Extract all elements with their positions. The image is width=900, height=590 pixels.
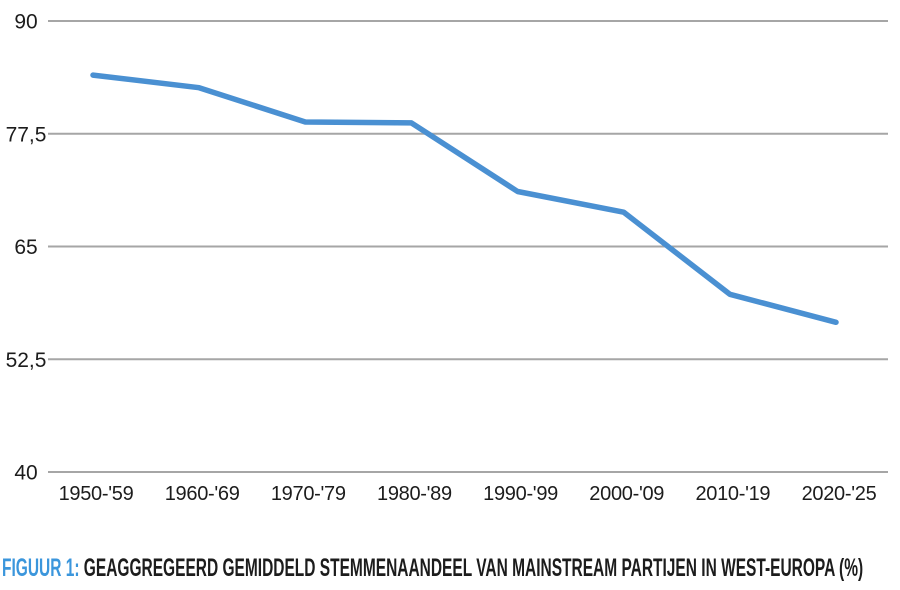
figure-label: FIGUUR 1: bbox=[2, 554, 84, 582]
y-tick-label: 90 bbox=[14, 11, 37, 34]
x-tick-label: 1980-'89 bbox=[377, 483, 452, 505]
vote-share-series-line bbox=[90, 72, 839, 326]
x-tick-label: 1950-'59 bbox=[59, 483, 134, 505]
figure-caption: FIGUUR 1: GEAGGREGEERD GEMIDDELD STEMMEN… bbox=[2, 554, 863, 582]
x-tick-label: 1990-'99 bbox=[483, 483, 558, 505]
y-tick-label: 40 bbox=[14, 462, 37, 485]
x-tick-label: 2010-'19 bbox=[695, 483, 770, 505]
y-tick-label: 52,5 bbox=[6, 349, 47, 372]
y-tick-label: 65 bbox=[14, 236, 37, 259]
x-tick-label: 1960-'69 bbox=[165, 483, 240, 505]
x-tick-label: 2020-'25 bbox=[802, 483, 877, 505]
figure-title: GEAGGREGEERD GEMIDDELD STEMMENAANDEEL VA… bbox=[83, 554, 864, 582]
y-tick-label: 77,5 bbox=[6, 123, 47, 146]
vote-share-line-chart: 90 77,5 65 52,5 40 1950-'59 1960-'69 1970-'79 19… bbox=[6, 11, 888, 505]
x-tick-label: 1970-'79 bbox=[271, 483, 346, 505]
x-tick-label: 2000-'09 bbox=[589, 483, 664, 505]
